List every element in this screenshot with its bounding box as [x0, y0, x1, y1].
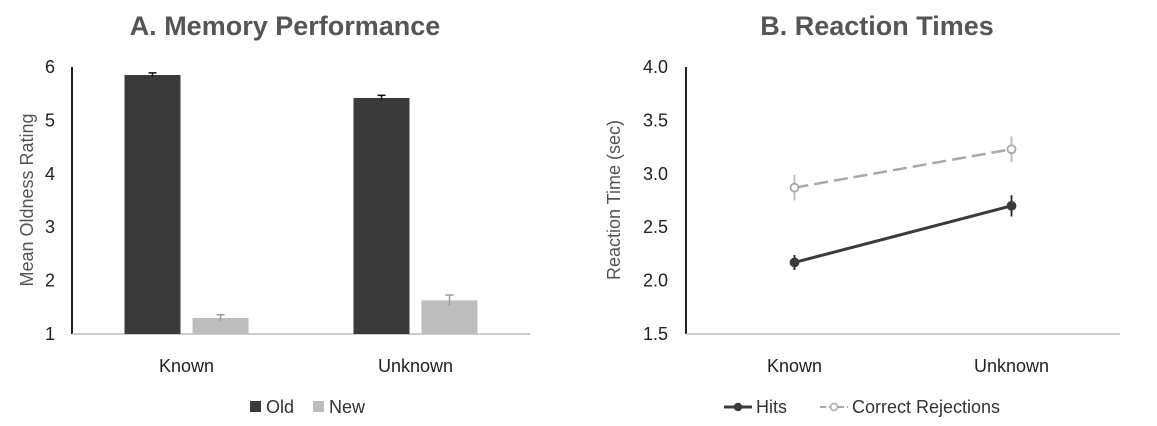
chart-a-y-tick-label: 4	[45, 164, 55, 184]
bar-new-unknown	[421, 300, 478, 334]
legend-label-new: New	[329, 397, 366, 417]
point-hits-known	[789, 257, 800, 268]
memory-performance-chart: A. Memory Performance Mean Oldness Ratin…	[17, 11, 530, 417]
legend-label-correct-rejections: Correct Rejections	[852, 397, 1000, 417]
chart-a-y-tick-label: 2	[45, 271, 55, 291]
series-line-correct-rejections	[794, 148, 1012, 189]
chart-b-y-tick-label: 3.0	[643, 164, 668, 184]
chart-b-y-tick-label: 1.5	[643, 324, 668, 344]
bar-old-unknown	[353, 97, 410, 334]
chart-a-y-axis-title: Mean Oldness Rating	[17, 113, 37, 286]
chart-b-y-axis-title: Reaction Time (sec)	[604, 120, 624, 280]
bar-new-known	[192, 317, 249, 334]
bar-old-known	[124, 75, 181, 334]
chart-b-y-tick-label: 2.5	[643, 217, 668, 237]
legend-label-old: Old	[266, 397, 294, 417]
legend-marker-correct-rejections	[829, 402, 839, 412]
point-correct-rejections-known	[789, 182, 800, 193]
legend-label-hits: Hits	[756, 397, 787, 417]
chart-a-x-tick-label: Known	[159, 356, 214, 376]
point-hits-unknown	[1006, 200, 1017, 211]
chart-b-y-tick-label: 4.0	[643, 57, 668, 77]
chart-a-x-tick-label: Unknown	[378, 356, 453, 376]
chart-a-y-tick-label: 3	[45, 217, 55, 237]
chart-b-title: B. Reaction Times	[760, 11, 994, 41]
chart-b-x-tick-label: Known	[767, 356, 822, 376]
legend-marker-hits	[733, 402, 743, 412]
reaction-times-chart: B. Reaction Times Reaction Time (sec) 1.…	[604, 11, 1120, 417]
legend-swatch-new	[313, 401, 324, 412]
chart-b-y-tick-label: 3.5	[643, 110, 668, 130]
chart-a-title: A. Memory Performance	[130, 11, 441, 41]
point-correct-rejections-unknown	[1006, 144, 1017, 155]
chart-a-y-tick-label: 6	[45, 57, 55, 77]
chart-a-y-tick-label: 5	[45, 110, 55, 130]
chart-a-y-tick-label: 1	[45, 324, 55, 344]
chart-b-x-tick-label: Unknown	[974, 356, 1049, 376]
legend-swatch-old	[250, 401, 261, 412]
chart-b-legend: Hits Correct Rejections	[724, 397, 1000, 417]
series-line-hits	[794, 204, 1012, 264]
chart-a-legend: Old New	[250, 397, 366, 417]
chart-b-y-tick-label: 2.0	[643, 271, 668, 291]
